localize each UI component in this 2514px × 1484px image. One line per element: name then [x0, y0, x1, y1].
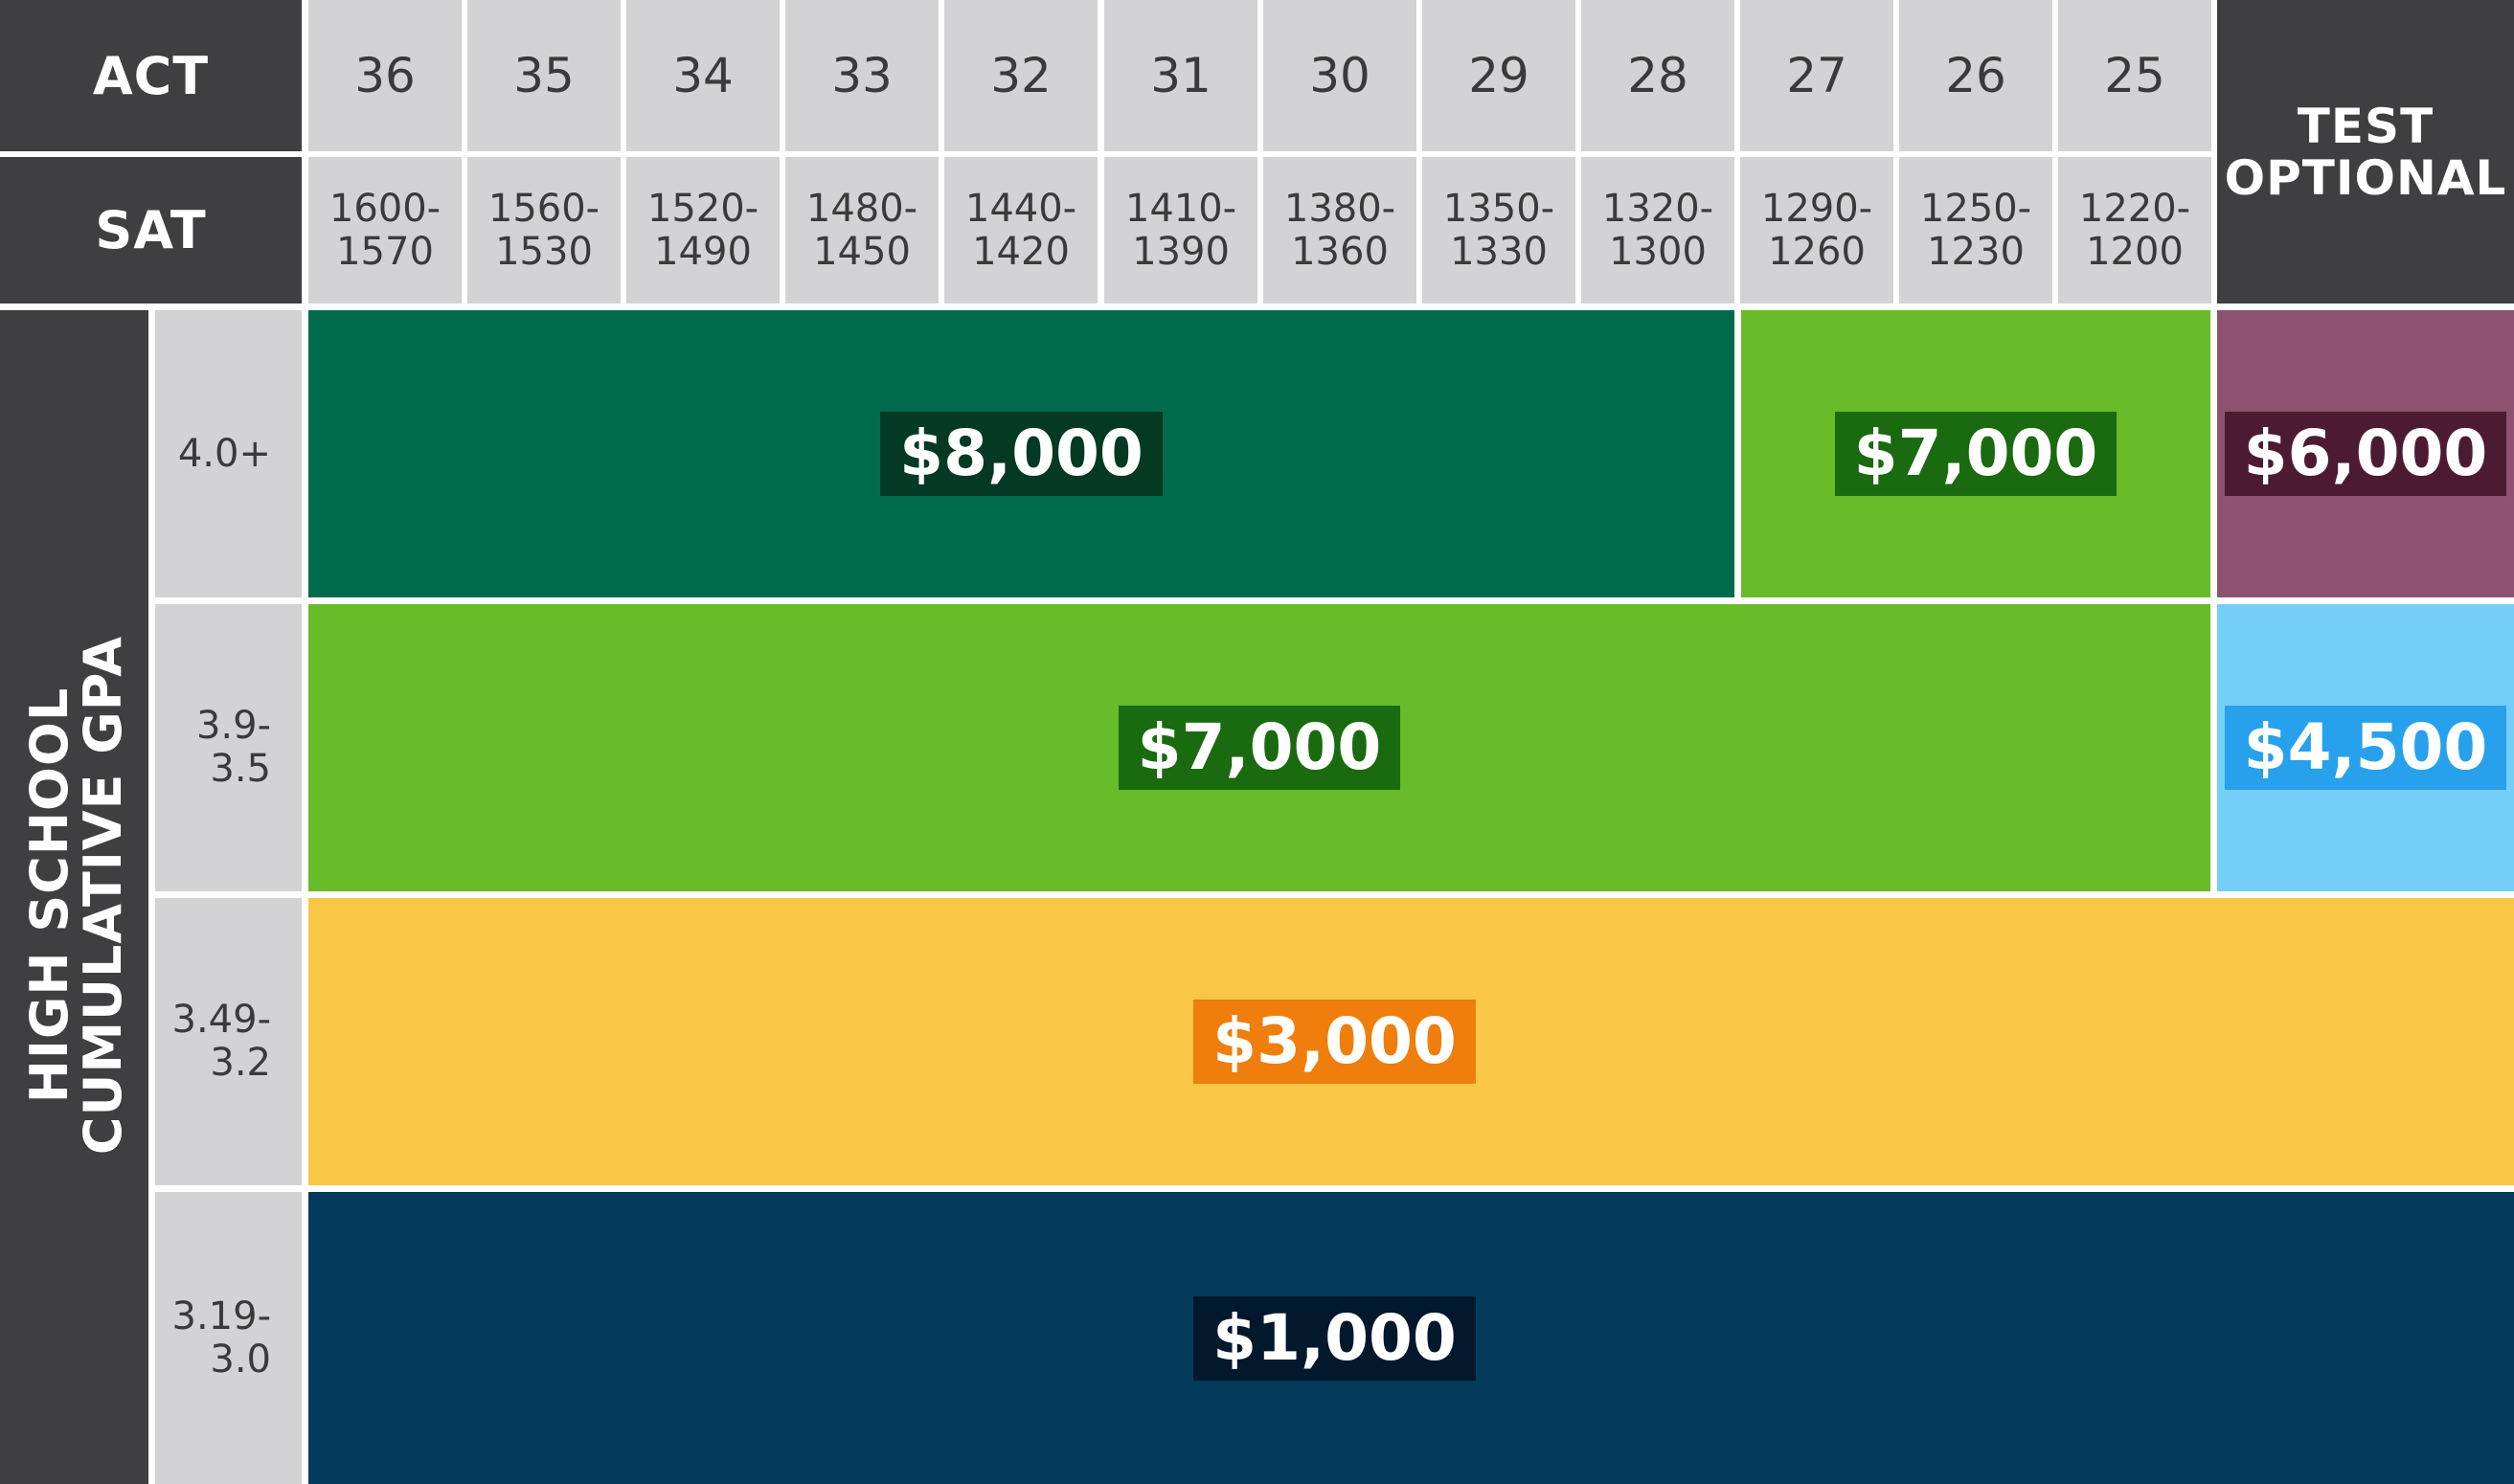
- act-score-cell: 33: [785, 0, 939, 151]
- act-score-cell: 25: [2058, 0, 2211, 151]
- act-score-cell: 35: [467, 0, 621, 151]
- act-score-cell: 31: [1104, 0, 1257, 151]
- award-badge: $7,000: [1118, 706, 1401, 790]
- act-score-cell: 30: [1263, 0, 1416, 151]
- sat-range-cell: 1320- 1300: [1581, 157, 1734, 304]
- award-badge: $3,000: [1193, 1000, 1476, 1084]
- gpa-row-label-3: 3.49- 3.2: [155, 898, 302, 1185]
- sat-range-cell: 1600- 1570: [308, 157, 462, 304]
- award-band-row2-scores: $7,000: [308, 604, 2210, 891]
- sat-range-cell: 1440- 1420: [944, 157, 1098, 304]
- award-badge: $7,000: [1834, 412, 2118, 496]
- award-band-row2-optional: $4,500: [2217, 604, 2514, 891]
- award-band-row1-optional: $6,000: [2217, 310, 2514, 597]
- act-label: ACT: [0, 0, 302, 151]
- sat-range-cell: 1350- 1330: [1422, 157, 1575, 304]
- award-band-row3: $3,000: [308, 898, 2514, 1185]
- sat-range-cell: 1560- 1530: [467, 157, 621, 304]
- act-score-cell: 34: [626, 0, 780, 151]
- sat-range-cell: 1380- 1360: [1263, 157, 1416, 304]
- award-badge: $1,000: [1193, 1295, 1476, 1381]
- sat-range-cell: 1290- 1260: [1740, 157, 1893, 304]
- test-optional-label: TEST OPTIONAL: [2224, 98, 2507, 206]
- award-badge: $8,000: [880, 412, 1163, 496]
- sat-range-cell: 1520- 1490: [626, 157, 780, 304]
- act-score-cell: 28: [1581, 0, 1734, 151]
- award-badge: $6,000: [2224, 412, 2507, 496]
- act-score-cell: 29: [1422, 0, 1575, 151]
- gpa-row-label-2: 3.9- 3.5: [155, 604, 302, 891]
- sat-range-cell: 1410- 1390: [1104, 157, 1257, 304]
- gpa-row-label-4: 3.19- 3.0: [155, 1192, 302, 1484]
- test-optional-header: TEST OPTIONAL: [2217, 0, 2514, 304]
- act-score-cell: 32: [944, 0, 1098, 151]
- sat-range-cell: 1480- 1450: [785, 157, 939, 304]
- act-score-cell: 27: [1740, 0, 1893, 151]
- gpa-axis-label: HIGH SCHOOL CUMULATIVE GPA: [19, 635, 133, 1156]
- award-band-row1-high: $8,000: [308, 310, 1734, 597]
- gpa-row-label-1: 4.0+: [155, 310, 302, 597]
- sat-label: SAT: [0, 157, 302, 304]
- award-band-row4: $1,000: [308, 1192, 2514, 1484]
- sat-range-cell: 1220- 1200: [2058, 157, 2211, 304]
- act-score-cell: 36: [308, 0, 462, 151]
- award-badge: $4,500: [2224, 706, 2507, 790]
- award-band-row1-mid: $7,000: [1741, 310, 2210, 597]
- sat-range-cell: 1250- 1230: [1899, 157, 2052, 304]
- gpa-axis-panel: [0, 310, 148, 1484]
- act-score-cell: 26: [1899, 0, 2052, 151]
